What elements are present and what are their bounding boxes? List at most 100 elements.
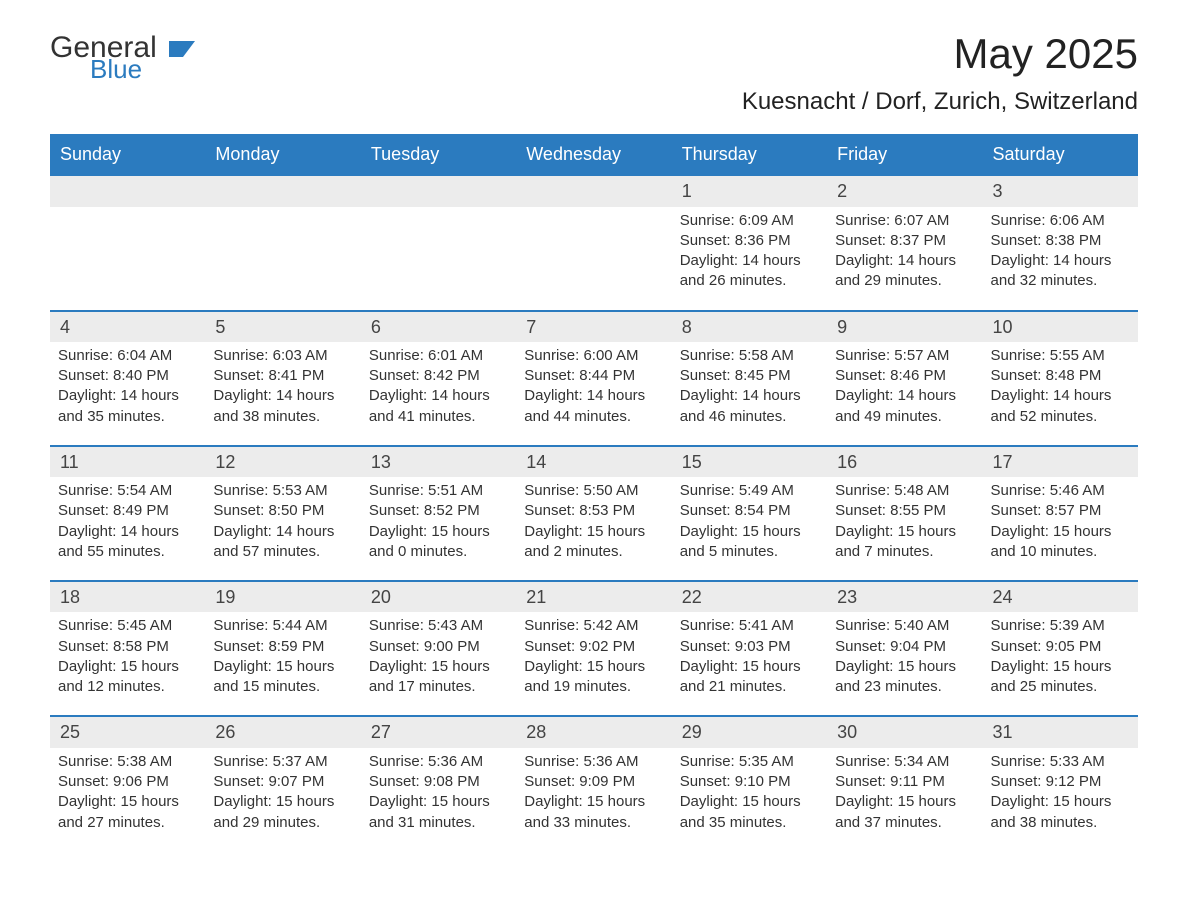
sunrise-text: Sunrise: 5:57 AM (835, 346, 974, 366)
daylight-text: Daylight: 15 hours and 12 minutes. (58, 657, 197, 698)
sunset-text: Sunset: 8:41 PM (213, 366, 352, 386)
day-number: 24 (983, 582, 1138, 612)
sunrise-text: Sunrise: 5:36 AM (524, 752, 663, 772)
day-number: 22 (672, 582, 827, 612)
day-number: 1 (672, 176, 827, 206)
daylight-text: Daylight: 14 hours and 46 minutes. (680, 386, 819, 427)
daylight-text: Daylight: 15 hours and 7 minutes. (835, 522, 974, 563)
day-detail-cell: Sunrise: 5:42 AMSunset: 9:02 PMDaylight:… (516, 612, 671, 715)
day-number: 6 (361, 312, 516, 342)
sunrise-text: Sunrise: 5:42 AM (524, 616, 663, 636)
daylight-text: Daylight: 14 hours and 55 minutes. (58, 522, 197, 563)
daylight-text: Daylight: 15 hours and 15 minutes. (213, 657, 352, 698)
sunrise-text: Sunrise: 5:50 AM (524, 481, 663, 501)
sunset-text: Sunset: 8:42 PM (369, 366, 508, 386)
day-number: 30 (827, 717, 982, 747)
sunrise-text: Sunrise: 5:46 AM (991, 481, 1130, 501)
daylight-text: Daylight: 14 hours and 26 minutes. (680, 251, 819, 292)
day-number (205, 176, 360, 206)
day-number: 13 (361, 447, 516, 477)
sunset-text: Sunset: 9:05 PM (991, 637, 1130, 657)
sunrise-text: Sunrise: 5:41 AM (680, 616, 819, 636)
day-detail-cell: Sunrise: 5:51 AMSunset: 8:52 PMDaylight:… (361, 477, 516, 580)
sunset-text: Sunset: 8:58 PM (58, 637, 197, 657)
day-detail-row: Sunrise: 6:09 AMSunset: 8:36 PMDaylight:… (50, 207, 1138, 310)
sunset-text: Sunset: 9:10 PM (680, 772, 819, 792)
day-detail-row: Sunrise: 5:38 AMSunset: 9:06 PMDaylight:… (50, 748, 1138, 851)
daylight-text: Daylight: 15 hours and 29 minutes. (213, 792, 352, 833)
sunrise-text: Sunrise: 5:38 AM (58, 752, 197, 772)
daylight-text: Daylight: 15 hours and 35 minutes. (680, 792, 819, 833)
sunrise-text: Sunrise: 5:43 AM (369, 616, 508, 636)
day-detail-cell (516, 207, 671, 310)
daylight-text: Daylight: 14 hours and 49 minutes. (835, 386, 974, 427)
day-number: 31 (983, 717, 1138, 747)
day-number: 27 (361, 717, 516, 747)
sunset-text: Sunset: 9:09 PM (524, 772, 663, 792)
day-detail-row: Sunrise: 6:04 AMSunset: 8:40 PMDaylight:… (50, 342, 1138, 445)
daylight-text: Daylight: 14 hours and 32 minutes. (991, 251, 1130, 292)
day-detail-cell: Sunrise: 5:46 AMSunset: 8:57 PMDaylight:… (983, 477, 1138, 580)
sunset-text: Sunset: 8:59 PM (213, 637, 352, 657)
weekday-header-row: SundayMondayTuesdayWednesdayThursdayFrid… (50, 134, 1138, 174)
day-number: 8 (672, 312, 827, 342)
day-number: 10 (983, 312, 1138, 342)
day-number: 29 (672, 717, 827, 747)
daylight-text: Daylight: 15 hours and 25 minutes. (991, 657, 1130, 698)
sunset-text: Sunset: 8:37 PM (835, 231, 974, 251)
day-number: 19 (205, 582, 360, 612)
day-number: 3 (983, 176, 1138, 206)
sunrise-text: Sunrise: 5:39 AM (991, 616, 1130, 636)
sunrise-text: Sunrise: 6:06 AM (991, 211, 1130, 231)
sunset-text: Sunset: 8:44 PM (524, 366, 663, 386)
day-detail-cell: Sunrise: 5:43 AMSunset: 9:00 PMDaylight:… (361, 612, 516, 715)
weekday-header: Monday (205, 134, 360, 174)
sunset-text: Sunset: 8:50 PM (213, 501, 352, 521)
daylight-text: Daylight: 15 hours and 2 minutes. (524, 522, 663, 563)
sunset-text: Sunset: 8:40 PM (58, 366, 197, 386)
sunrise-text: Sunrise: 5:36 AM (369, 752, 508, 772)
day-detail-cell: Sunrise: 6:03 AMSunset: 8:41 PMDaylight:… (205, 342, 360, 445)
day-detail-cell: Sunrise: 5:33 AMSunset: 9:12 PMDaylight:… (983, 748, 1138, 851)
sunset-text: Sunset: 9:02 PM (524, 637, 663, 657)
title-block: May 2025 Kuesnacht / Dorf, Zurich, Switz… (742, 30, 1138, 116)
daylight-text: Daylight: 14 hours and 41 minutes. (369, 386, 508, 427)
sunset-text: Sunset: 8:52 PM (369, 501, 508, 521)
sunrise-text: Sunrise: 5:34 AM (835, 752, 974, 772)
sunrise-text: Sunrise: 5:53 AM (213, 481, 352, 501)
day-number: 12 (205, 447, 360, 477)
sunrise-text: Sunrise: 5:37 AM (213, 752, 352, 772)
sunrise-text: Sunrise: 5:35 AM (680, 752, 819, 772)
sunrise-text: Sunrise: 5:58 AM (680, 346, 819, 366)
day-number: 2 (827, 176, 982, 206)
day-number: 28 (516, 717, 671, 747)
day-detail-cell: Sunrise: 5:54 AMSunset: 8:49 PMDaylight:… (50, 477, 205, 580)
page-title: May 2025 (742, 30, 1138, 78)
day-detail-cell: Sunrise: 5:37 AMSunset: 9:07 PMDaylight:… (205, 748, 360, 851)
day-number (361, 176, 516, 206)
day-detail-cell (361, 207, 516, 310)
day-number: 5 (205, 312, 360, 342)
day-number: 11 (50, 447, 205, 477)
day-detail-cell: Sunrise: 5:38 AMSunset: 9:06 PMDaylight:… (50, 748, 205, 851)
day-number: 26 (205, 717, 360, 747)
sunrise-text: Sunrise: 5:55 AM (991, 346, 1130, 366)
daylight-text: Daylight: 15 hours and 10 minutes. (991, 522, 1130, 563)
sunset-text: Sunset: 8:45 PM (680, 366, 819, 386)
day-number: 21 (516, 582, 671, 612)
weekday-header: Wednesday (516, 134, 671, 174)
day-detail-cell: Sunrise: 5:36 AMSunset: 9:08 PMDaylight:… (361, 748, 516, 851)
day-number-row: 18192021222324 (50, 580, 1138, 612)
day-detail-row: Sunrise: 5:45 AMSunset: 8:58 PMDaylight:… (50, 612, 1138, 715)
sunrise-text: Sunrise: 5:51 AM (369, 481, 508, 501)
day-number: 7 (516, 312, 671, 342)
daylight-text: Daylight: 15 hours and 5 minutes. (680, 522, 819, 563)
day-number: 20 (361, 582, 516, 612)
sunrise-text: Sunrise: 5:45 AM (58, 616, 197, 636)
daylight-text: Daylight: 15 hours and 38 minutes. (991, 792, 1130, 833)
day-detail-cell (205, 207, 360, 310)
sunrise-text: Sunrise: 6:09 AM (680, 211, 819, 231)
day-detail-cell: Sunrise: 6:06 AMSunset: 8:38 PMDaylight:… (983, 207, 1138, 310)
sunset-text: Sunset: 9:03 PM (680, 637, 819, 657)
day-detail-cell: Sunrise: 6:04 AMSunset: 8:40 PMDaylight:… (50, 342, 205, 445)
